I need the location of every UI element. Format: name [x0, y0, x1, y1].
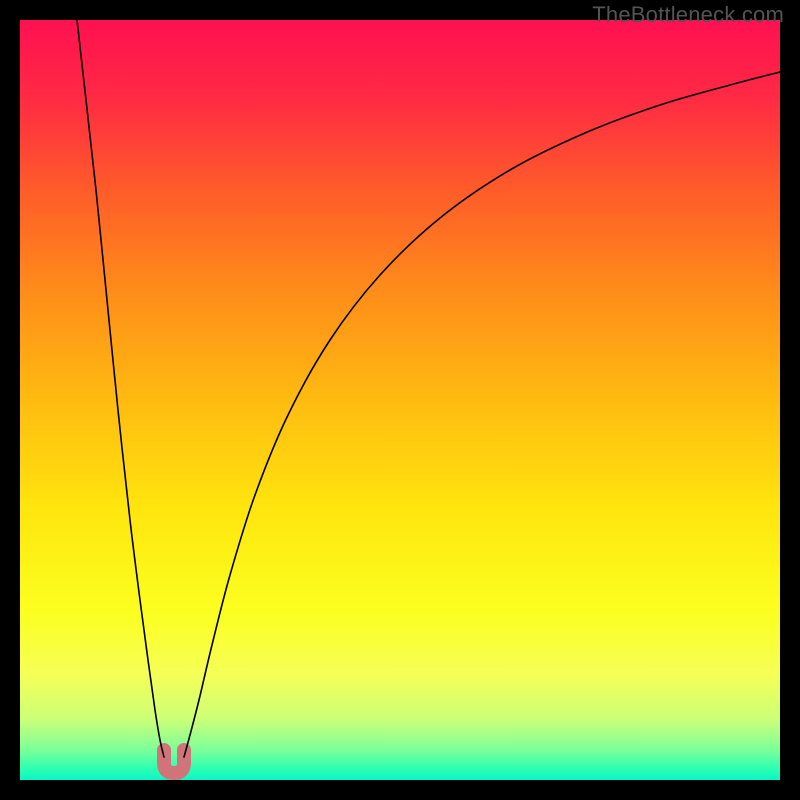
chart-root: TheBottleneck.com: [0, 0, 800, 800]
plot-svg: [20, 20, 780, 780]
plot-area: [20, 20, 780, 780]
curve-right: [184, 72, 780, 757]
watermark-text: TheBottleneck.com: [592, 2, 784, 28]
curve-left: [77, 20, 164, 757]
bottom-u-marker: [164, 750, 184, 773]
